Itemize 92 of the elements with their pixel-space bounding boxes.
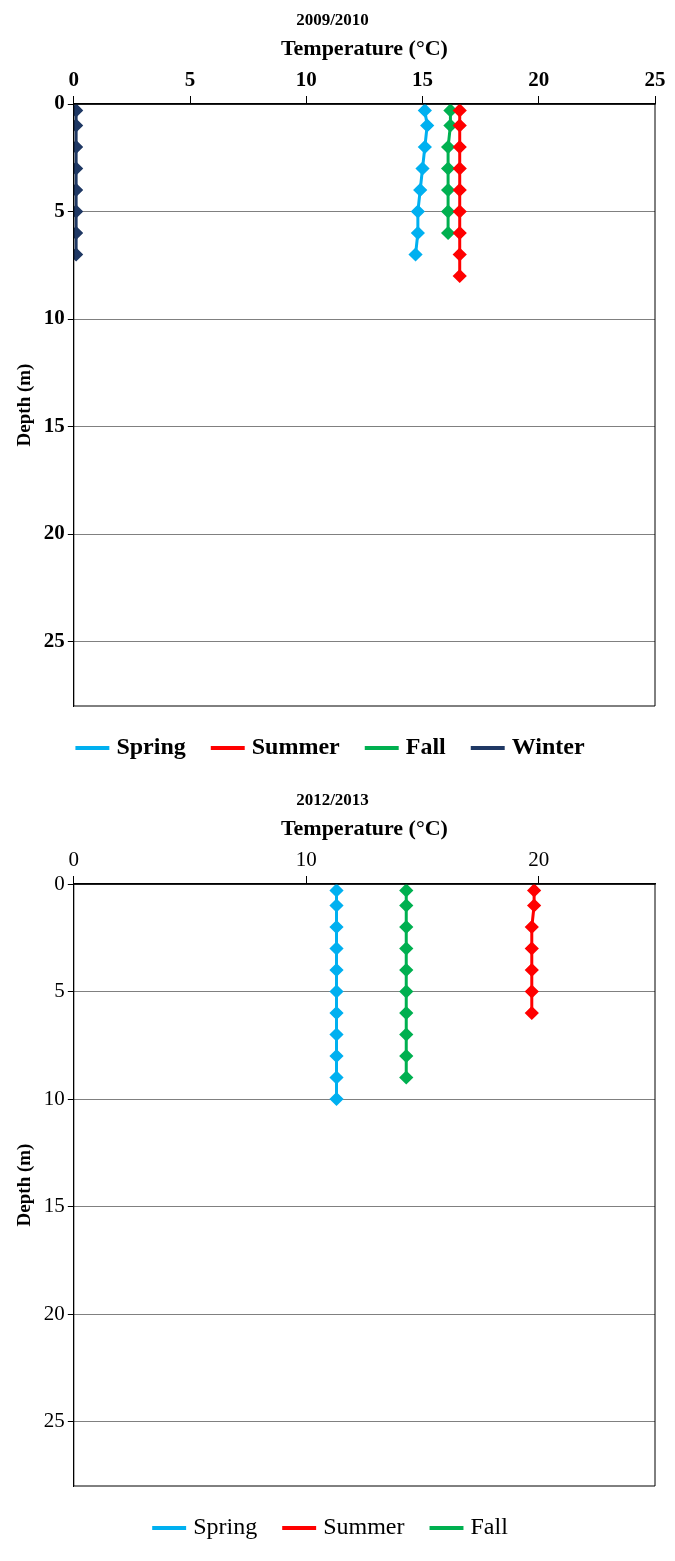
legend-label: Spring: [116, 733, 186, 760]
point: [399, 1071, 413, 1084]
point: [330, 899, 343, 912]
x-axis-title: Temperature (°C): [280, 35, 448, 61]
point: [525, 963, 539, 977]
point: [453, 104, 467, 117]
point: [411, 226, 425, 240]
point: [453, 183, 467, 197]
point: [330, 884, 343, 897]
point: [443, 119, 457, 132]
chart-title: 2012/2013: [296, 789, 369, 809]
point: [453, 162, 467, 175]
point: [441, 226, 455, 240]
y-tick-label: 10: [43, 1085, 65, 1110]
y-tick-label: 10: [43, 305, 65, 330]
y-tick-label: 15: [43, 412, 65, 437]
y-tick-label: 5: [54, 978, 65, 1003]
point: [73, 119, 83, 132]
point: [441, 140, 455, 154]
point: [418, 140, 432, 154]
point: [418, 104, 432, 117]
point: [416, 162, 430, 175]
point: [330, 920, 343, 934]
point: [330, 1071, 343, 1084]
point: [441, 183, 455, 197]
point: [441, 205, 455, 218]
point: [330, 1049, 343, 1063]
x-tick-label: 20: [528, 66, 550, 91]
x-tick-label: 5: [184, 66, 196, 91]
point: [409, 248, 423, 261]
legend-label: Winter: [511, 733, 585, 760]
y-tick-label: 20: [43, 1300, 65, 1325]
point: [453, 205, 467, 218]
legend-label: Fall: [470, 1513, 509, 1540]
point: [330, 985, 343, 998]
point: [399, 884, 413, 897]
point: [399, 963, 413, 977]
point: [399, 942, 413, 955]
point: [399, 985, 413, 998]
point: [399, 899, 413, 912]
point: [443, 104, 457, 117]
point: [527, 884, 541, 897]
point: [413, 183, 427, 197]
point: [73, 183, 83, 197]
point: [399, 1006, 413, 1020]
point: [453, 248, 467, 261]
point: [73, 248, 83, 261]
legend-label: Summer: [323, 1513, 405, 1540]
legend-label: Summer: [251, 733, 341, 760]
point: [527, 899, 541, 912]
y-axis-title: Depth (m): [13, 1143, 36, 1227]
point: [525, 985, 539, 998]
point: [420, 119, 434, 132]
y-tick-label: 25: [43, 1408, 65, 1433]
y-tick-label: 0: [54, 870, 65, 895]
x-tick-label: 10: [295, 66, 317, 91]
x-tick-label: 20: [528, 846, 550, 871]
point: [399, 920, 413, 934]
point: [399, 1028, 413, 1041]
x-axis-title: Temperature (°C): [280, 815, 448, 841]
point: [453, 140, 467, 154]
legend-label: Fall: [405, 733, 447, 760]
point: [453, 269, 467, 283]
point: [73, 205, 83, 218]
y-tick-label: 15: [43, 1193, 65, 1218]
x-tick-label: 25: [644, 66, 666, 91]
point: [453, 226, 467, 240]
legend-label: Spring: [193, 1513, 258, 1540]
x-tick-label: 10: [295, 846, 317, 871]
point: [73, 162, 83, 175]
point: [73, 140, 83, 154]
point: [330, 963, 343, 977]
point: [411, 205, 425, 218]
point: [330, 1028, 343, 1041]
y-tick-label: 25: [43, 627, 65, 652]
point: [525, 1006, 539, 1020]
point: [525, 942, 539, 955]
point: [441, 162, 455, 175]
y-tick-label: 20: [43, 520, 65, 545]
point: [330, 942, 343, 955]
point: [330, 1006, 343, 1020]
point: [453, 119, 467, 132]
point: [73, 226, 83, 240]
point: [399, 1049, 413, 1063]
x-tick-label: 15: [412, 66, 434, 91]
chart-title: 2009/2010: [296, 9, 369, 29]
y-axis-title: Depth (m): [13, 363, 36, 447]
y-tick-label: 0: [54, 90, 65, 115]
point: [330, 1092, 343, 1106]
y-tick-label: 5: [54, 197, 65, 222]
point: [525, 920, 539, 934]
point: [73, 104, 83, 117]
